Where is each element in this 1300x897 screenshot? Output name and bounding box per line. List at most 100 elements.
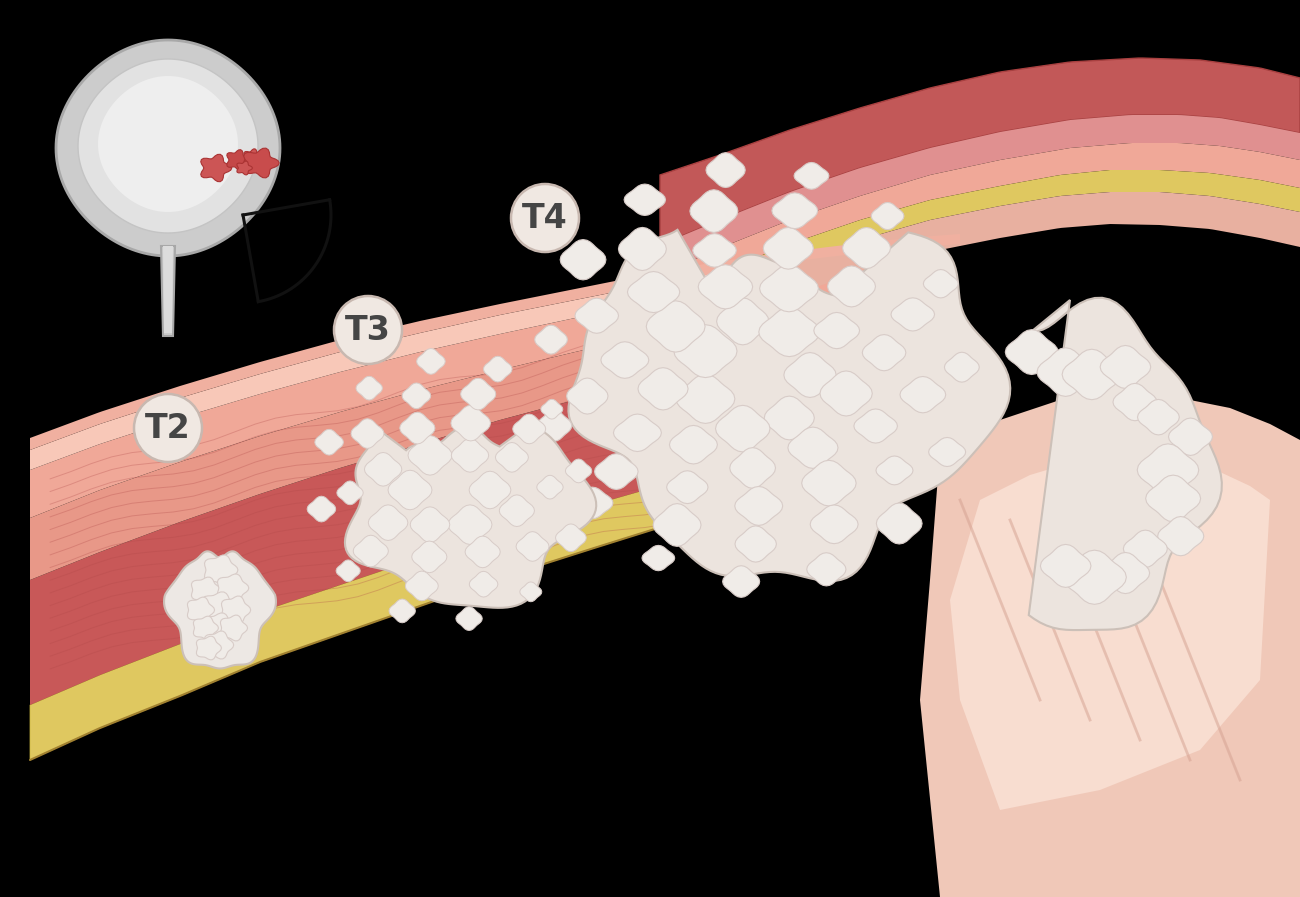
Polygon shape — [411, 507, 450, 543]
Polygon shape — [788, 427, 838, 468]
Polygon shape — [408, 436, 452, 475]
Circle shape — [134, 394, 202, 462]
Polygon shape — [772, 193, 818, 229]
Polygon shape — [243, 148, 280, 178]
Polygon shape — [646, 300, 705, 353]
Polygon shape — [828, 266, 875, 307]
Polygon shape — [660, 115, 1300, 275]
Polygon shape — [244, 149, 261, 167]
Polygon shape — [451, 405, 490, 441]
Polygon shape — [673, 325, 737, 378]
Polygon shape — [30, 244, 959, 470]
Polygon shape — [842, 228, 890, 268]
Polygon shape — [715, 405, 770, 452]
Polygon shape — [716, 298, 768, 344]
Polygon shape — [78, 59, 257, 233]
Text: T4: T4 — [523, 202, 568, 234]
Polygon shape — [412, 541, 447, 572]
Polygon shape — [200, 154, 231, 182]
Polygon shape — [1101, 553, 1149, 594]
Polygon shape — [337, 481, 363, 505]
Polygon shape — [876, 456, 913, 485]
Circle shape — [334, 296, 402, 364]
Polygon shape — [203, 613, 235, 643]
Polygon shape — [351, 419, 383, 448]
Polygon shape — [1113, 383, 1157, 421]
Polygon shape — [667, 471, 708, 503]
Polygon shape — [614, 414, 662, 451]
Polygon shape — [575, 298, 619, 334]
Polygon shape — [660, 58, 1300, 245]
Polygon shape — [1138, 399, 1179, 435]
Polygon shape — [854, 409, 897, 443]
Polygon shape — [653, 503, 701, 546]
Polygon shape — [920, 395, 1300, 897]
Polygon shape — [98, 76, 238, 212]
Polygon shape — [734, 526, 776, 562]
Polygon shape — [706, 152, 745, 187]
Polygon shape — [619, 228, 667, 271]
Polygon shape — [221, 597, 251, 624]
Polygon shape — [566, 459, 592, 483]
Polygon shape — [1062, 550, 1126, 605]
Polygon shape — [601, 342, 649, 379]
Polygon shape — [344, 424, 597, 608]
Polygon shape — [406, 571, 438, 601]
Polygon shape — [950, 458, 1270, 810]
Polygon shape — [923, 269, 958, 298]
Polygon shape — [572, 487, 614, 518]
Polygon shape — [465, 536, 500, 568]
Polygon shape — [460, 379, 495, 410]
Polygon shape — [448, 505, 491, 544]
Polygon shape — [30, 270, 870, 518]
Polygon shape — [194, 616, 218, 640]
Polygon shape — [759, 308, 820, 357]
Polygon shape — [729, 448, 776, 488]
Polygon shape — [862, 335, 906, 370]
Polygon shape — [555, 524, 586, 552]
Polygon shape — [568, 230, 1010, 581]
Polygon shape — [624, 184, 666, 215]
Polygon shape — [416, 349, 445, 374]
Polygon shape — [537, 475, 563, 499]
Polygon shape — [1145, 475, 1201, 522]
Polygon shape — [734, 486, 783, 526]
Polygon shape — [226, 150, 250, 170]
Polygon shape — [456, 606, 482, 631]
Polygon shape — [693, 233, 736, 267]
Polygon shape — [764, 396, 814, 440]
Circle shape — [511, 184, 578, 252]
Polygon shape — [30, 234, 959, 450]
Polygon shape — [871, 203, 903, 230]
Polygon shape — [638, 368, 688, 410]
Polygon shape — [1028, 298, 1222, 630]
Polygon shape — [164, 552, 276, 668]
Polygon shape — [364, 452, 402, 486]
Polygon shape — [368, 505, 408, 541]
Polygon shape — [451, 439, 489, 472]
Polygon shape — [698, 265, 753, 309]
Polygon shape — [814, 312, 859, 349]
Polygon shape — [354, 536, 389, 567]
Polygon shape — [759, 266, 819, 312]
Polygon shape — [337, 560, 360, 581]
Polygon shape — [660, 170, 1300, 320]
Polygon shape — [628, 272, 680, 312]
Polygon shape — [928, 438, 966, 466]
Polygon shape — [1037, 348, 1095, 396]
Polygon shape — [516, 532, 549, 562]
Polygon shape — [356, 376, 382, 400]
Polygon shape — [191, 577, 221, 603]
Polygon shape — [30, 336, 870, 705]
Polygon shape — [541, 399, 563, 419]
Polygon shape — [1138, 444, 1199, 496]
Polygon shape — [891, 298, 935, 331]
Text: T2: T2 — [146, 412, 191, 445]
Polygon shape — [660, 192, 1300, 355]
Polygon shape — [794, 162, 829, 189]
Polygon shape — [484, 356, 512, 382]
Polygon shape — [810, 505, 858, 544]
Polygon shape — [315, 430, 343, 455]
Polygon shape — [402, 383, 430, 409]
Polygon shape — [217, 574, 248, 602]
